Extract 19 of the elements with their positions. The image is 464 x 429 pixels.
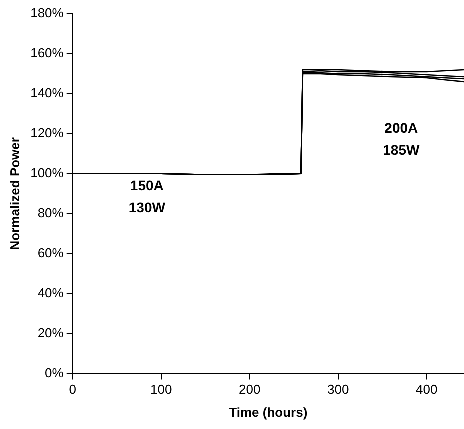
x-axis-title: Time (hours)	[229, 404, 308, 420]
annotation: 150A 130W	[128, 177, 166, 216]
x-tick-label: 100	[150, 382, 172, 398]
y-tick-label: 120%	[30, 126, 64, 141]
annotation: 200A 185W	[383, 120, 420, 158]
x-tick-label: 400	[416, 382, 438, 398]
y-tick-label: 0%	[45, 365, 64, 380]
x-tick-label: 300	[327, 382, 350, 398]
x-tick-label: 0	[69, 382, 76, 398]
y-tick-label: 160%	[30, 46, 64, 61]
y-tick-label: 60%	[38, 245, 64, 260]
y-axis-title: Normalized Power	[7, 138, 22, 250]
y-tick-label: 100%	[30, 165, 64, 180]
y-tick-label: 20%	[38, 325, 64, 340]
y-tick-label: 140%	[30, 86, 64, 101]
x-tick-label: 200	[238, 382, 261, 398]
y-tick-label: 40%	[38, 285, 64, 300]
y-tick-label: 80%	[38, 205, 64, 220]
y-tick-label: 180%	[30, 6, 64, 21]
